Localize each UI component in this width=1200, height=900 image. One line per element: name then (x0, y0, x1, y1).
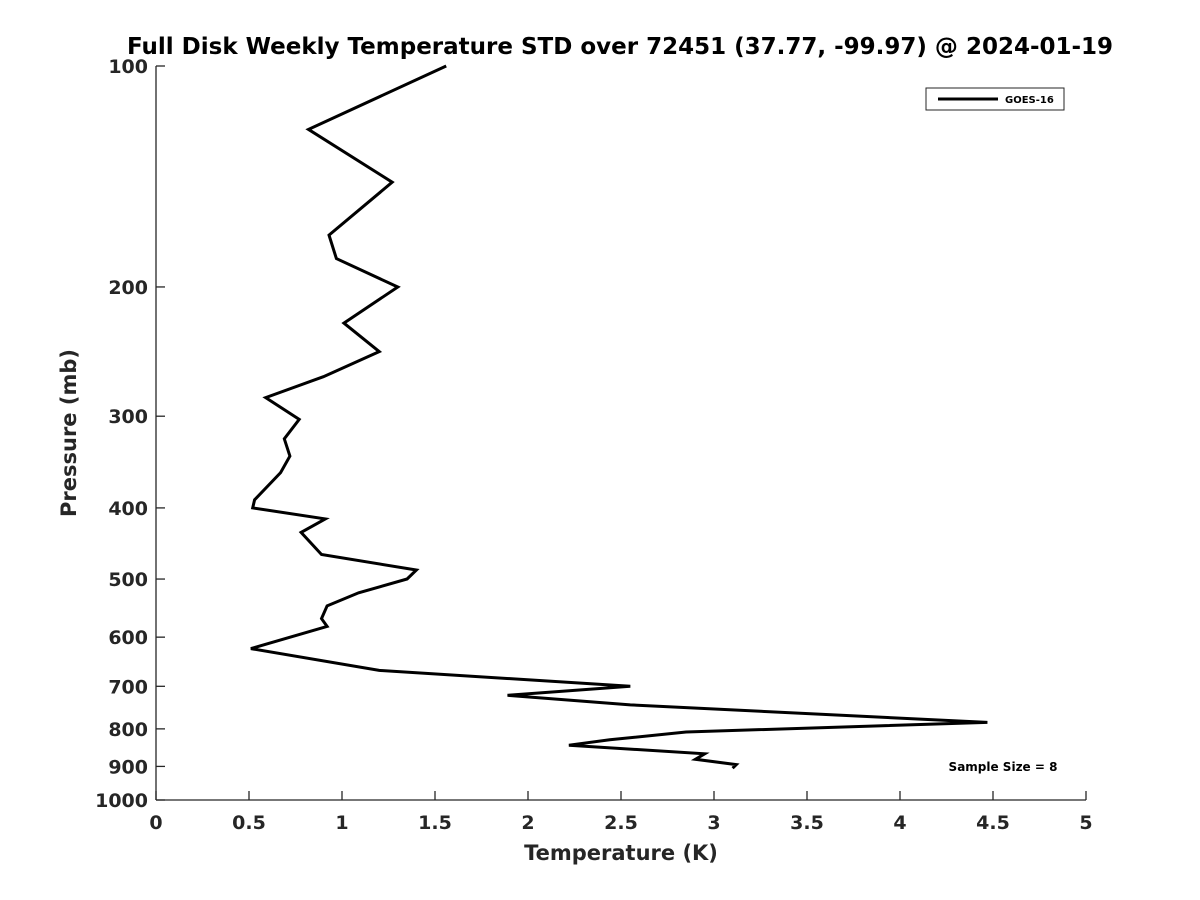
x-tick-label: 1.5 (418, 812, 452, 834)
x-tick-label: 5 (1079, 812, 1092, 834)
x-tick-label: 0 (149, 812, 162, 834)
x-tick-label: 4 (893, 812, 906, 834)
y-tick-label: 400 (108, 498, 148, 520)
y-tick-label: 300 (108, 406, 148, 428)
series-layer (250, 64, 988, 770)
y-tick-label: 600 (108, 627, 148, 649)
y-tick-label: 800 (108, 719, 148, 741)
y-tick-label: 100 (108, 56, 148, 78)
x-tick-label: 2.5 (604, 812, 638, 834)
y-tick-label: 200 (108, 277, 148, 299)
x-tick-label: 3.5 (790, 812, 824, 834)
x-tick-label: 4.5 (976, 812, 1010, 834)
x-axis-label: Temperature (K) (524, 841, 718, 865)
x-tick-label: 0.5 (232, 812, 266, 834)
y-tick-label: 1000 (95, 790, 148, 812)
series-line-goes-16 (250, 64, 988, 770)
sample-size-annotation: Sample Size = 8 (949, 760, 1058, 774)
y-ticks: 100 200 300 400 500 600 700 800 900 1000 (95, 56, 165, 812)
y-tick-label: 500 (108, 569, 148, 591)
axes (155, 66, 1086, 801)
x-tick-label: 1 (335, 812, 348, 834)
y-tick-label: 700 (108, 676, 148, 698)
x-ticks: 0 0.5 1 1.5 2 2.5 3 3.5 4 4.5 5 (149, 791, 1093, 834)
x-tick-label: 2 (521, 812, 534, 834)
y-axis-label: Pressure (mb) (57, 349, 81, 517)
y-tick-label: 900 (108, 756, 148, 778)
legend: GOES-16 (925, 87, 1065, 111)
x-tick-label: 3 (707, 812, 720, 834)
legend-label-goes-16: GOES-16 (1005, 95, 1054, 106)
chart-title: Full Disk Weekly Temperature STD over 72… (127, 34, 1113, 60)
